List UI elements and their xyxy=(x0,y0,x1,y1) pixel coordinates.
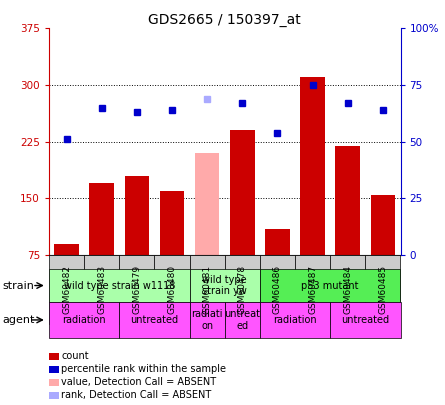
Title: GDS2665 / 150397_at: GDS2665 / 150397_at xyxy=(148,13,301,27)
Text: radiati
on: radiati on xyxy=(191,309,223,331)
Bar xyxy=(371,195,395,255)
Bar xyxy=(300,77,325,255)
Bar xyxy=(336,145,360,255)
Bar xyxy=(195,153,219,255)
Bar xyxy=(230,130,255,255)
Text: wild type
strain yw: wild type strain yw xyxy=(202,275,247,296)
Text: radiation: radiation xyxy=(273,315,317,325)
Text: GSM60487: GSM60487 xyxy=(308,265,317,314)
Bar xyxy=(89,183,114,255)
Text: GSM60485: GSM60485 xyxy=(378,265,388,314)
Text: GSM60479: GSM60479 xyxy=(132,265,142,314)
Text: GSM60482: GSM60482 xyxy=(62,265,71,314)
Text: untreated: untreated xyxy=(341,315,389,325)
Text: value, Detection Call = ABSENT: value, Detection Call = ABSENT xyxy=(61,377,217,387)
Text: untreated: untreated xyxy=(130,315,178,325)
Text: GSM60478: GSM60478 xyxy=(238,265,247,314)
Text: GSM60486: GSM60486 xyxy=(273,265,282,314)
Text: untreat
ed: untreat ed xyxy=(224,309,260,331)
Text: GSM60481: GSM60481 xyxy=(202,265,212,314)
Bar xyxy=(54,244,79,255)
Text: radiation: radiation xyxy=(62,315,106,325)
Bar xyxy=(125,176,149,255)
Text: GSM60484: GSM60484 xyxy=(343,265,352,314)
Text: percentile rank within the sample: percentile rank within the sample xyxy=(61,364,227,374)
Bar xyxy=(265,229,290,255)
Text: GSM60483: GSM60483 xyxy=(97,265,106,314)
Text: GSM60480: GSM60480 xyxy=(167,265,177,314)
Text: rank, Detection Call = ABSENT: rank, Detection Call = ABSENT xyxy=(61,390,212,400)
Text: p53 mutant: p53 mutant xyxy=(301,281,359,290)
Bar xyxy=(160,191,184,255)
Text: count: count xyxy=(61,352,89,361)
Text: strain: strain xyxy=(2,281,34,290)
Text: wild type strain w1118: wild type strain w1118 xyxy=(64,281,175,290)
Text: agent: agent xyxy=(2,315,35,325)
